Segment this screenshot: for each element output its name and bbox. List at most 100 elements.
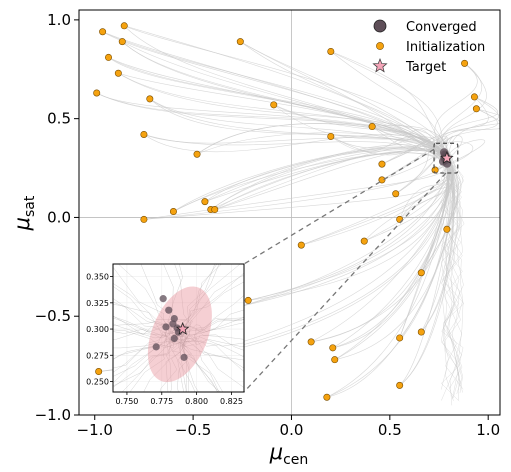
initialization-point — [327, 132, 335, 140]
inset-converged-point — [180, 353, 188, 361]
trajectory-line — [441, 158, 465, 401]
inset-converged-point — [165, 306, 173, 314]
trajectory-line — [96, 92, 444, 161]
initialization-point — [329, 344, 337, 352]
legend: Converged Initialization Target — [372, 19, 485, 75]
trajectory-line — [210, 152, 450, 210]
initialization-point — [368, 123, 376, 131]
inset-trajectory-line — [113, 338, 179, 384]
trajectory-line — [96, 92, 451, 162]
inset-converged-point — [159, 295, 167, 303]
initialization-point — [327, 47, 335, 55]
connector-line-bottom — [243, 172, 447, 393]
trajectory-line — [301, 163, 455, 246]
inset-trajectory-line — [177, 332, 244, 361]
trajectory-line — [102, 31, 444, 154]
initialization-point — [95, 368, 103, 376]
inset-trajectory-line — [191, 335, 244, 340]
target-marker — [440, 151, 454, 164]
initialization-point — [470, 93, 478, 101]
inset-trajectory-line — [177, 340, 187, 392]
y-tick-label: 1.0 — [47, 11, 71, 29]
initialization-point — [443, 225, 451, 233]
initialization-point — [93, 89, 101, 97]
inset-converged-points — [152, 295, 188, 361]
inset-trajectory-line — [113, 316, 175, 343]
inset-converged-point — [170, 334, 178, 343]
initialization-point — [244, 296, 252, 304]
inset-trajectory-line — [113, 326, 179, 339]
inset-trajectory-line — [113, 336, 184, 387]
trajectory-line — [240, 41, 444, 164]
initialization-point — [417, 269, 425, 277]
trajectory-line — [440, 158, 463, 395]
initialization-point — [378, 160, 386, 168]
inset-x-tick-label: 0.800 — [185, 397, 208, 406]
y-axis: −1.0 −0.5 0.0 0.5 1.0 — [35, 11, 79, 424]
inset-trajectory-line — [179, 318, 244, 340]
initialization-point — [140, 130, 148, 138]
inset-trajectory-line — [188, 322, 244, 337]
trajectory-line — [124, 25, 449, 161]
inset-y-tick-label: 0.350 — [86, 273, 109, 282]
x-axis-label: μcen — [269, 440, 309, 468]
trajectory-line — [124, 25, 448, 159]
inset-y-tick-label: 0.275 — [86, 351, 109, 360]
inset-x-tick-label: 0.750 — [115, 397, 138, 406]
trajectory-line — [441, 63, 487, 156]
inset-trajectory-line — [113, 331, 171, 369]
inset-connector-lines — [243, 148, 447, 393]
initialization-point — [211, 206, 219, 214]
legend-target-marker — [372, 58, 388, 73]
inset-trajectory-line — [163, 264, 175, 329]
initialization-point — [297, 241, 305, 249]
inset-trajectory-line — [113, 317, 168, 337]
trajectory-line — [240, 41, 449, 157]
inset-trajectory-line — [179, 340, 244, 372]
trajectory-line — [326, 161, 455, 398]
trajectory-line — [442, 158, 463, 393]
initialization-point — [307, 338, 315, 346]
initialization-point — [461, 59, 469, 67]
inset-x-tick-label: 0.775 — [150, 397, 173, 406]
initialization-point — [169, 208, 177, 216]
inset-trajectory-line — [113, 332, 168, 341]
y-tick-label: 0.0 — [47, 208, 71, 226]
initialization-point — [270, 101, 278, 109]
legend-converged-label: Converged — [406, 20, 477, 35]
initialization-point — [360, 237, 368, 245]
legend-target-label: Target — [405, 60, 446, 75]
initialization-point — [323, 393, 331, 401]
x-tick-label: 1.0 — [476, 421, 500, 439]
inset-target-marker — [175, 321, 190, 335]
trajectory-line — [102, 31, 448, 158]
y-tick-label: 0.5 — [47, 110, 71, 128]
x-axis: −1.0 −0.5 0.0 0.5 1.0 — [77, 415, 500, 439]
inset-trajectory-line — [178, 317, 244, 341]
inset-trajectory-line — [129, 329, 180, 392]
trajectory-lines — [96, 25, 500, 406]
inset-trajectory-line — [186, 340, 244, 358]
inset-border — [112, 263, 245, 393]
trajectory-line — [173, 152, 444, 212]
trajectory-line — [108, 57, 451, 161]
trajectory-line — [149, 98, 448, 164]
main-plot-frame — [78, 9, 501, 416]
initialization-point — [193, 150, 201, 158]
initialization-point — [201, 198, 209, 206]
y-axis-label: μsat — [10, 195, 38, 231]
trajectory-line — [326, 160, 450, 398]
inset-trajectory-line — [181, 329, 244, 347]
trajectory-line — [210, 149, 449, 210]
trajectory-line — [196, 123, 444, 162]
trajectory-line — [118, 72, 446, 156]
trajectory-line — [371, 126, 448, 160]
initialization-point — [120, 22, 128, 30]
inset-zoom-plot: 0.750 0.775 0.800 0.825 0.250 0.275 0.300 0.32… — [86, 263, 245, 406]
trajectory-line — [441, 158, 463, 394]
target-star — [440, 151, 454, 164]
y-tick-label: −1.0 — [35, 406, 71, 424]
trajectory-line — [273, 104, 444, 160]
initialization-point — [396, 334, 404, 342]
